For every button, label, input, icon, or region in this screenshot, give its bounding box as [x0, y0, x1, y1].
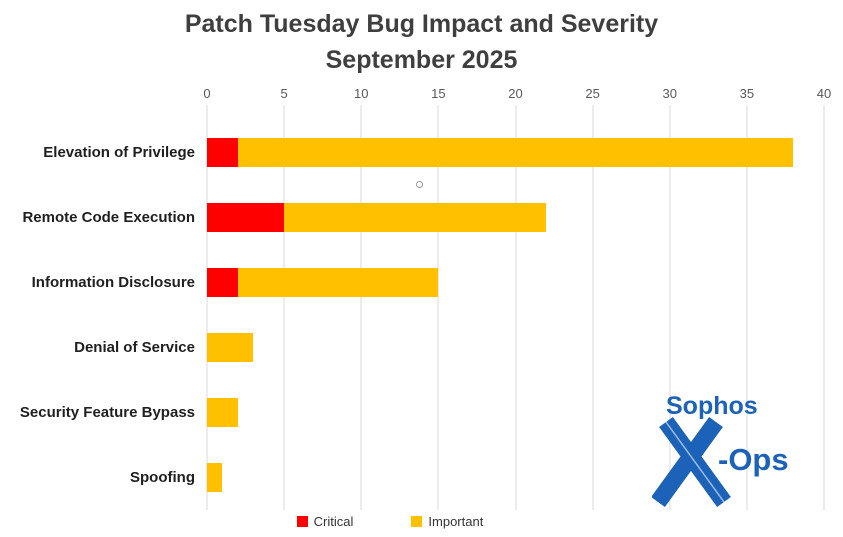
bar-row: Security Feature Bypass [0, 380, 843, 445]
stray-dot-artifact [416, 181, 423, 188]
axis-tick-label: 10 [354, 86, 369, 101]
x-axis-ticks: 0 5 10 15 20 25 30 35 40 [203, 86, 831, 102]
bar-row: Spoofing [0, 445, 843, 510]
logo-suffix-text: -Ops [718, 442, 789, 477]
category-label: Elevation of Privilege [43, 144, 195, 161]
bar-row: Elevation of Privilege [0, 120, 843, 185]
legend-label-important: Important [428, 514, 484, 529]
sophos-xops-logo-graphic: Sophos -Ops [651, 392, 789, 507]
bar-segment-important[interactable] [207, 463, 223, 492]
bar-row: Remote Code Execution [0, 185, 843, 250]
axis-tick-label: 40 [816, 86, 832, 101]
logo-brand-text: Sophos [666, 392, 758, 420]
category-label: Remote Code Execution [22, 209, 195, 226]
sophos-xops-logo: Sophos -Ops [651, 390, 810, 510]
legend-item-critical: Critical [296, 514, 354, 529]
category-label: Security Feature Bypass [19, 404, 195, 421]
gridline [669, 105, 671, 510]
bar-segment-important[interactable] [237, 138, 794, 167]
category-label: Spoofing [130, 469, 195, 486]
axis-tick-label: 25 [585, 86, 600, 101]
axis-tick-label: 30 [662, 86, 677, 101]
axis-tick-label: 20 [508, 86, 523, 101]
bar-segment-important[interactable] [207, 398, 238, 427]
bar-segment-critical[interactable] [207, 268, 238, 297]
bar-rows: Elevation of Privilege Remote Code Execut… [0, 120, 843, 510]
bar-segment-important[interactable] [207, 333, 254, 362]
gridline [823, 105, 825, 510]
gridline [360, 105, 362, 510]
bar-segment-critical[interactable] [207, 203, 285, 232]
legend-swatch [411, 516, 423, 527]
gridline [437, 105, 439, 510]
bar-track [207, 398, 824, 427]
bar-row: Denial of Service [0, 315, 843, 380]
legend-swatch [296, 516, 308, 527]
legend-item-important: Important [411, 514, 483, 529]
chart-title: Patch Tuesday Bug Impact and Severity Se… [0, 6, 843, 79]
bar-track [207, 463, 824, 492]
category-label: Denial of Service [74, 339, 195, 356]
bar-row: Information Disclosure [0, 250, 843, 315]
gridline [283, 105, 285, 510]
logo-x-stroke-2 [651, 417, 723, 507]
gridline [515, 105, 516, 510]
axis-tick-label: 5 [280, 86, 288, 101]
chart-title-line1: Patch Tuesday Bug Impact and Severity [184, 10, 659, 38]
bar-track [207, 333, 824, 362]
bar-segment-important[interactable] [284, 203, 547, 232]
axis-tick-label: 0 [203, 86, 211, 101]
bar-track [207, 268, 824, 297]
chart-title-line2: September 2025 [325, 46, 518, 75]
logo-x-stripe [665, 421, 725, 503]
axis-tick-label: 15 [431, 86, 446, 101]
gridlines [206, 105, 825, 510]
legend-label-critical: Critical [313, 514, 354, 529]
gridline [746, 105, 748, 510]
chart-legend: Critical Important [0, 514, 780, 529]
bar-segment-important[interactable] [237, 268, 439, 297]
bar-track [207, 203, 824, 232]
axis-tick-label: 35 [739, 86, 755, 101]
bar-track [207, 138, 824, 167]
bar-segment-critical[interactable] [207, 138, 238, 167]
gridline [592, 105, 594, 510]
category-label: Information Disclosure [31, 274, 195, 291]
gridline [206, 105, 208, 510]
